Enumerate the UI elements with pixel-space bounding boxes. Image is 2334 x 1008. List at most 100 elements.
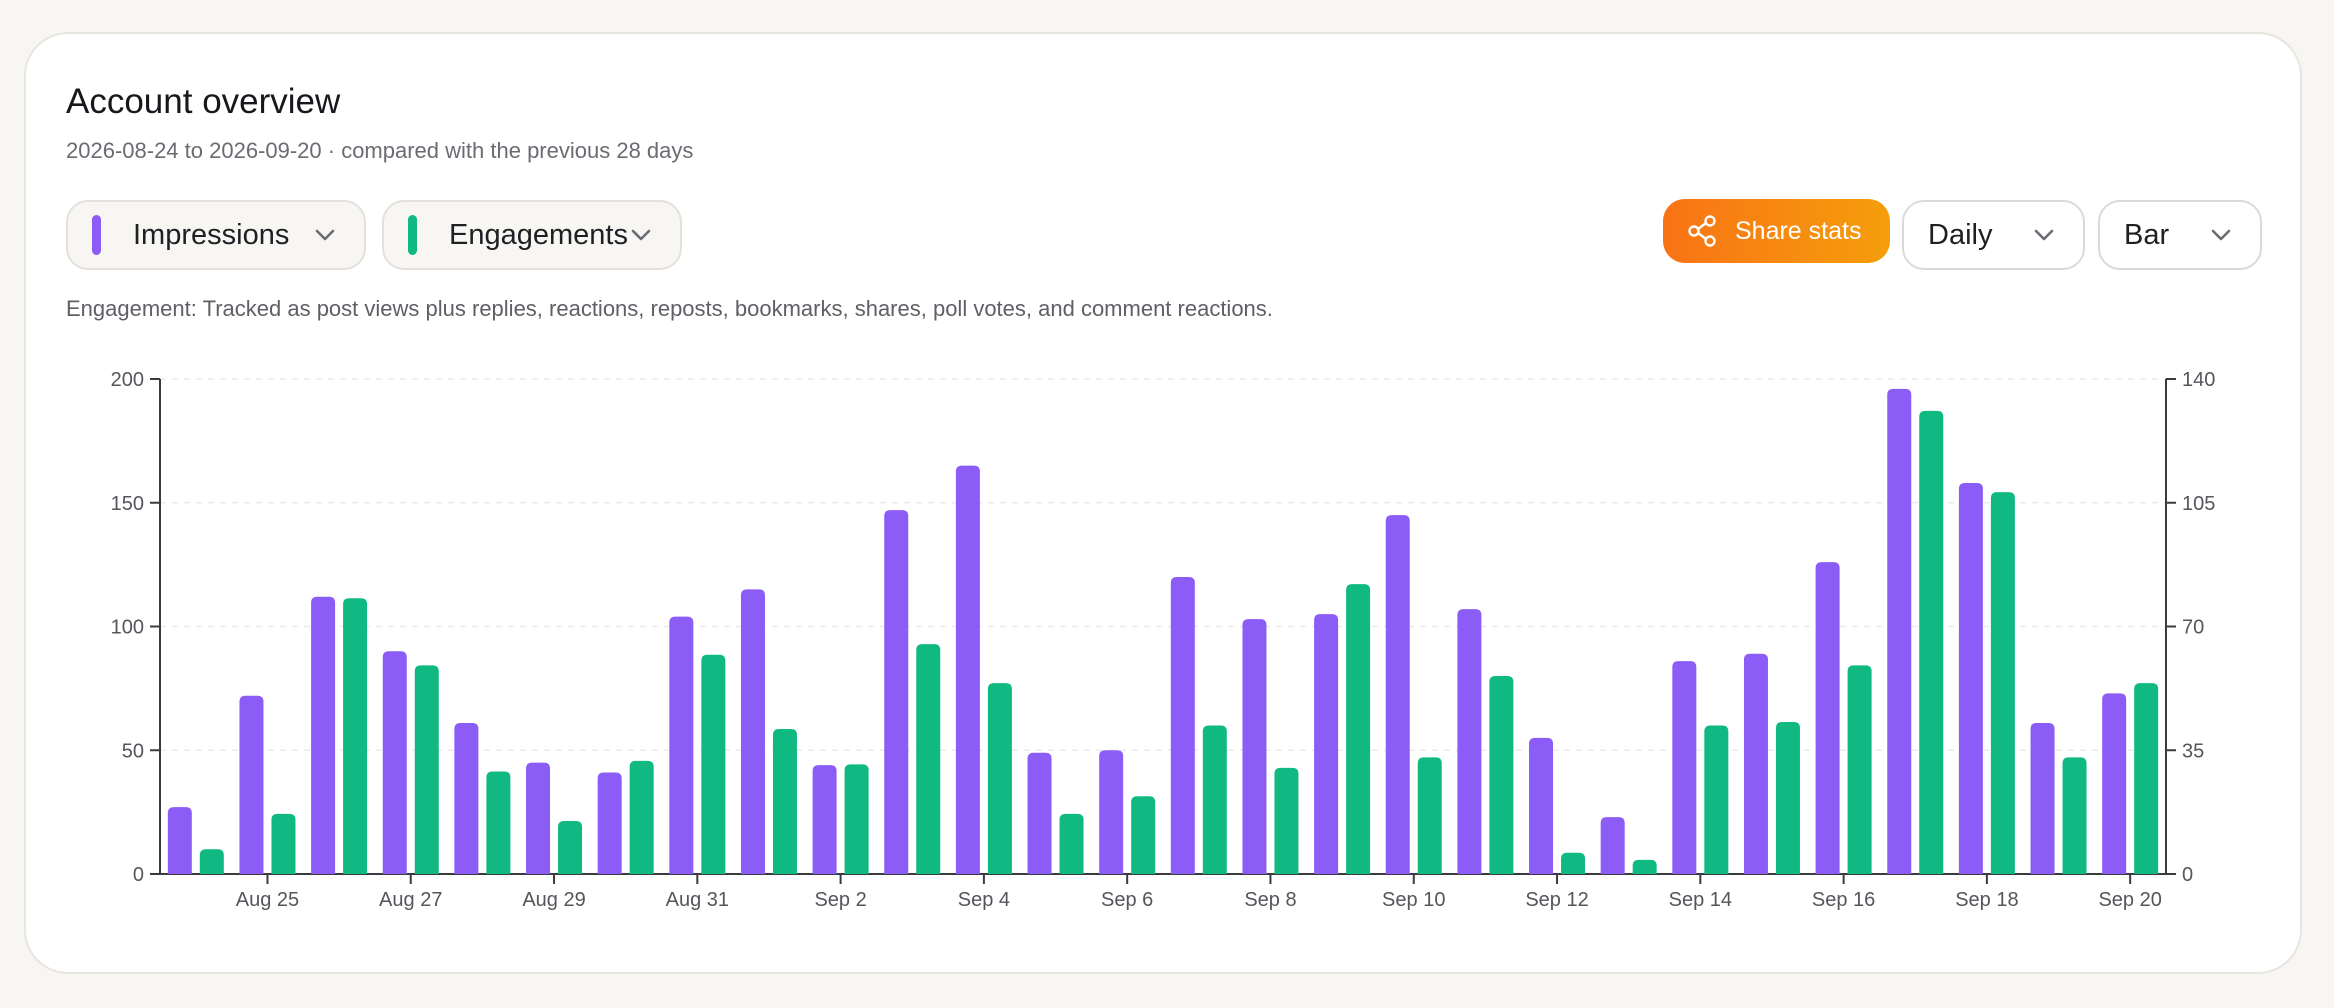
bar-engagements bbox=[844, 764, 869, 874]
y-right-tick-label: 105 bbox=[2182, 493, 2215, 515]
bar-impressions bbox=[167, 807, 192, 874]
x-tick-label: Sep 10 bbox=[1382, 889, 1445, 911]
x-tick-label: Sep 16 bbox=[1812, 889, 1875, 911]
bar-impressions bbox=[311, 596, 336, 874]
bar-engagements bbox=[1202, 725, 1227, 874]
share-stats-button[interactable]: Share stats bbox=[1663, 199, 1890, 263]
bar-impressions bbox=[454, 723, 479, 874]
x-tick-label: Sep 12 bbox=[1525, 889, 1588, 911]
y-right-tick-label: 0 bbox=[2182, 864, 2193, 886]
bar-impressions bbox=[2102, 693, 2127, 874]
bar-engagements bbox=[1346, 584, 1371, 874]
bar-engagements bbox=[2062, 757, 2087, 874]
engagement-definition-note: Engagement: Tracked as post views plus r… bbox=[66, 296, 1273, 321]
bar-engagements bbox=[1489, 676, 1514, 874]
bar-engagements bbox=[987, 683, 1012, 874]
x-tick-label: Sep 2 bbox=[814, 889, 866, 911]
x-tick-label: Sep 14 bbox=[1669, 889, 1732, 911]
chevron-down-icon bbox=[2210, 228, 2232, 242]
x-tick-label: Sep 6 bbox=[1101, 889, 1153, 911]
x-tick-label: Sep 18 bbox=[1955, 889, 2018, 911]
bar-engagements bbox=[1131, 796, 1156, 874]
bar-engagements bbox=[343, 598, 368, 874]
share-icon bbox=[1687, 215, 1717, 247]
bar-engagements bbox=[271, 813, 296, 874]
date-range-subtitle: 2026-08-24 to 2026-09-20 · compared with… bbox=[66, 138, 694, 163]
bar-engagements bbox=[199, 849, 224, 874]
y-left-tick-label: 150 bbox=[111, 493, 144, 515]
y-left-tick-label: 200 bbox=[111, 369, 144, 391]
chevron-down-icon bbox=[314, 228, 336, 242]
bar-engagements bbox=[1990, 492, 2015, 874]
bar-engagements bbox=[629, 760, 654, 874]
bar-engagements bbox=[2134, 683, 2159, 874]
granularity-select[interactable]: Daily bbox=[1902, 200, 2085, 270]
bar-engagements bbox=[1775, 721, 1800, 874]
bar-impressions bbox=[239, 695, 264, 874]
bar-impressions bbox=[1385, 515, 1410, 874]
bar-engagements bbox=[1919, 410, 1944, 874]
engagements-swatch bbox=[408, 215, 417, 255]
chart-type-value: Bar bbox=[2124, 218, 2170, 251]
bar-impressions bbox=[1529, 737, 1554, 874]
y-left-tick-label: 0 bbox=[133, 864, 144, 886]
bar-impressions bbox=[812, 765, 837, 874]
y-right-tick-label: 70 bbox=[2182, 617, 2204, 639]
y-left-tick-label: 50 bbox=[122, 740, 144, 762]
bar-engagements bbox=[1704, 725, 1729, 874]
bar-engagements bbox=[701, 654, 726, 874]
bar-impressions bbox=[1672, 661, 1697, 874]
bar-engagements bbox=[1274, 767, 1299, 874]
bar-engagements bbox=[1417, 757, 1442, 874]
x-tick-label: Aug 29 bbox=[522, 889, 585, 911]
chevron-down-icon bbox=[630, 228, 652, 242]
bar-impressions bbox=[1314, 614, 1339, 874]
engagements-label: Engagements bbox=[449, 218, 628, 251]
x-tick-label: Aug 31 bbox=[666, 889, 729, 911]
bar-impressions bbox=[2030, 723, 2055, 874]
bar-engagements bbox=[916, 644, 941, 874]
bar-impressions bbox=[382, 651, 407, 874]
y-right-tick-label: 35 bbox=[2182, 740, 2204, 762]
x-tick-label: Sep 4 bbox=[958, 889, 1010, 911]
bar-engagements bbox=[486, 771, 511, 874]
bar-impressions bbox=[1743, 653, 1768, 874]
x-tick-label: Sep 8 bbox=[1244, 889, 1296, 911]
x-tick-label: Aug 25 bbox=[236, 889, 299, 911]
bar-engagements bbox=[558, 820, 583, 874]
bar-impressions bbox=[1457, 609, 1482, 874]
chevron-down-icon bbox=[2033, 228, 2055, 242]
x-tick-label: Sep 20 bbox=[2098, 889, 2161, 911]
bar-impressions bbox=[955, 465, 980, 874]
impressions-label: Impressions bbox=[133, 218, 290, 251]
page-title: Account overview bbox=[66, 82, 341, 121]
bar-engagements bbox=[1632, 859, 1657, 874]
bar-impressions bbox=[740, 589, 765, 874]
bar-impressions bbox=[884, 510, 909, 874]
bar-impressions bbox=[526, 762, 551, 874]
bar-engagements bbox=[772, 729, 797, 874]
impressions-swatch bbox=[92, 215, 101, 255]
chart-type-select[interactable]: Bar bbox=[2098, 200, 2262, 270]
bar-engagements bbox=[1561, 852, 1586, 874]
bar-engagements bbox=[1059, 813, 1084, 874]
bar-impressions bbox=[1099, 750, 1124, 874]
impressions-metric-selector[interactable]: Impressions bbox=[66, 200, 366, 270]
bar-impressions bbox=[669, 616, 694, 874]
y-left-tick-label: 100 bbox=[111, 617, 144, 639]
bar-impressions bbox=[1242, 619, 1267, 874]
bar-engagements bbox=[1847, 665, 1872, 874]
engagements-metric-selector[interactable]: Engagements bbox=[382, 200, 682, 270]
y-right-tick-label: 140 bbox=[2182, 369, 2215, 391]
bar-engagements bbox=[414, 665, 439, 874]
granularity-value: Daily bbox=[1928, 218, 1993, 251]
bar-impressions bbox=[1958, 482, 1983, 874]
share-stats-label: Share stats bbox=[1735, 216, 1862, 245]
bar-impressions bbox=[1887, 388, 1912, 874]
bar-impressions bbox=[1815, 562, 1840, 874]
bar-impressions bbox=[1170, 577, 1195, 874]
bar-impressions bbox=[597, 772, 622, 874]
x-tick-label: Aug 27 bbox=[379, 889, 442, 911]
bar-impressions bbox=[1027, 752, 1052, 874]
